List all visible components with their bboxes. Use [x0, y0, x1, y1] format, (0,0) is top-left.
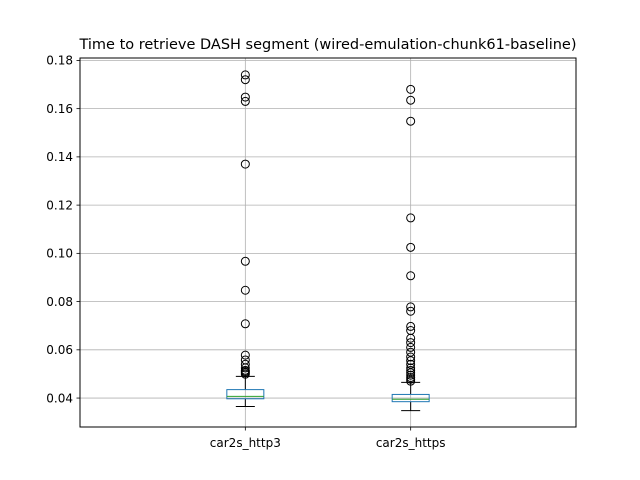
outlier-point [406, 84, 416, 94]
box-group [391, 84, 430, 412]
outlier-point [240, 70, 250, 80]
grid-lines [80, 58, 576, 427]
outlier-point [406, 363, 416, 373]
outlier-point [240, 355, 250, 365]
outlier-point [406, 342, 416, 352]
outlier-point [406, 338, 416, 348]
y-tick-label: 0.06 [46, 343, 73, 357]
outlier-point [406, 242, 416, 252]
y-tick-label: 0.10 [46, 247, 73, 261]
outlier-point [240, 256, 250, 266]
y-tick-label: 0.04 [46, 391, 73, 405]
outlier-point [406, 359, 416, 369]
outlier-point [406, 365, 416, 375]
iqr-box [391, 393, 430, 403]
axis-ticks: 0.04 0.06 0.08 0.10 0.12 0.14 0.16 0.18 car2s_ht… [46, 54, 445, 450]
outlier-point [406, 306, 416, 316]
outlier-point [240, 75, 250, 85]
outlier-point [406, 373, 416, 383]
outlier-point [406, 326, 416, 336]
outlier-point [406, 95, 416, 105]
outlier-point [406, 116, 416, 126]
x-tick-label: car2s_http3 [210, 436, 281, 450]
outlier-point [406, 321, 416, 331]
y-tick-label: 0.08 [46, 295, 73, 309]
chart-title: Time to retrieve DASH segment (wired-emu… [78, 37, 576, 53]
outlier-point [406, 213, 416, 223]
outlier-point [406, 271, 416, 281]
boxes-layer [226, 70, 430, 412]
outlier-point [406, 302, 416, 312]
outlier-point [240, 365, 250, 375]
outlier-point [240, 359, 250, 369]
y-tick-label: 0.18 [46, 54, 73, 68]
outlier-point [240, 92, 250, 102]
y-tick-label: 0.12 [46, 198, 73, 212]
outlier-point [240, 350, 250, 360]
x-tick-label: car2s_https [376, 436, 446, 450]
outlier-point [240, 319, 250, 329]
outlier-point [406, 352, 416, 362]
outlier-point [240, 96, 250, 106]
axes-frame [79, 57, 577, 428]
outlier-point [406, 370, 416, 380]
y-tick-label: 0.14 [46, 150, 73, 164]
iqr-box [226, 389, 265, 400]
outlier-point [406, 347, 416, 357]
box-group [226, 70, 265, 407]
y-tick-label: 0.16 [46, 102, 73, 116]
outlier-point [240, 285, 250, 295]
outlier-point [240, 159, 250, 169]
